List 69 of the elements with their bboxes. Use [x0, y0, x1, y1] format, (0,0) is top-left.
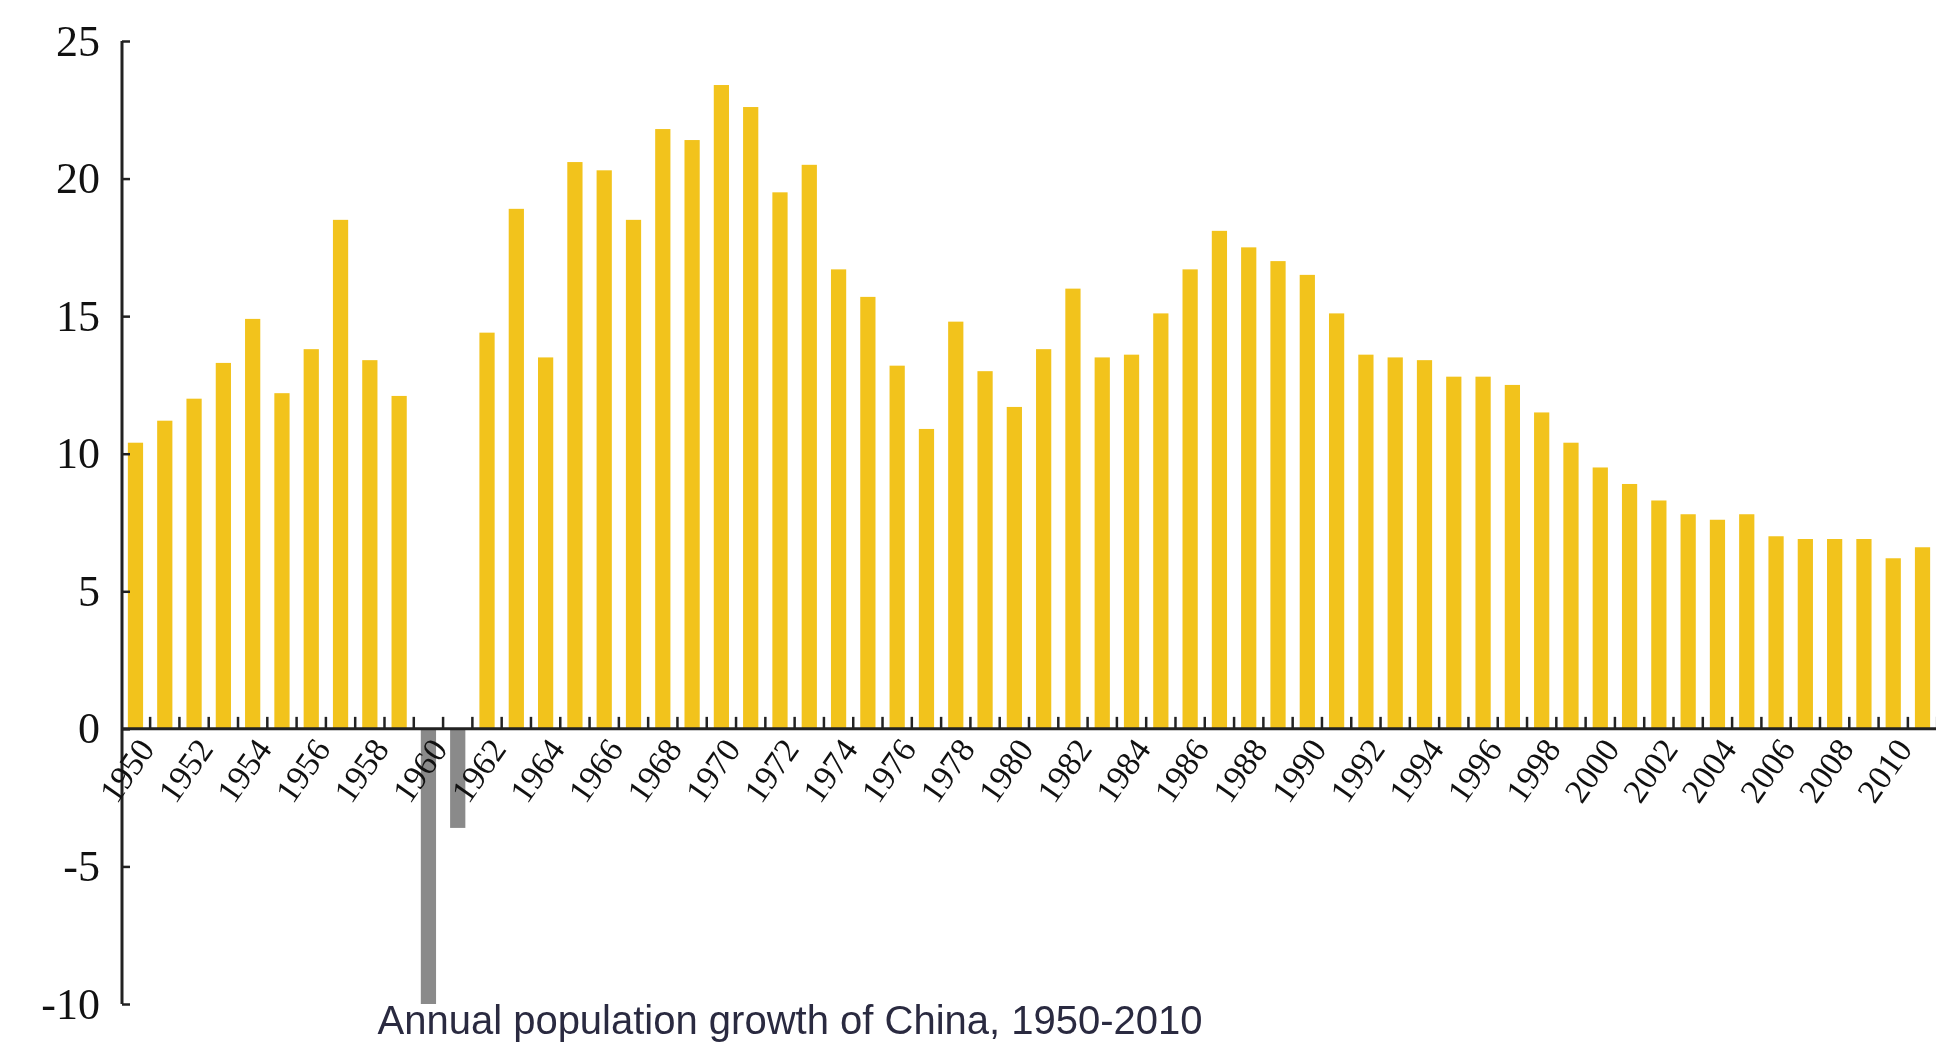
bar: [1709, 519, 1726, 729]
bar: [1006, 406, 1022, 729]
bar: [1299, 274, 1315, 729]
bar: [1885, 558, 1901, 729]
bar: [1856, 539, 1872, 729]
bar: [684, 140, 700, 729]
bar: [1241, 247, 1257, 729]
bar: [186, 398, 202, 729]
bar: [801, 164, 817, 729]
y-tick-label: 15: [56, 291, 100, 341]
bar: [303, 349, 319, 729]
y-tick-label: 5: [78, 566, 100, 616]
y-tick-label: -5: [63, 842, 100, 892]
bar: [830, 269, 847, 729]
bar: [1446, 376, 1462, 729]
bar: [1416, 360, 1433, 729]
bar: [332, 219, 349, 729]
bar: [1504, 384, 1520, 729]
bar: [1914, 547, 1931, 729]
y-tick-label: -10: [41, 979, 100, 1029]
bar: [860, 296, 876, 729]
bar: [1563, 442, 1579, 729]
bar: [1123, 354, 1140, 729]
bar: [1827, 539, 1843, 729]
bar: [596, 170, 612, 729]
bar: [215, 362, 231, 729]
bar: [391, 395, 407, 729]
y-tick-label: 10: [56, 429, 100, 479]
bar: [655, 129, 671, 729]
bar: [362, 360, 378, 729]
bar: [1211, 230, 1228, 729]
bar: [977, 371, 993, 729]
bar: [1621, 483, 1638, 729]
bar: [1651, 500, 1667, 729]
bar: [1534, 412, 1550, 729]
bar: [1270, 261, 1286, 729]
y-tick-label: 0: [78, 704, 100, 754]
bar: [274, 393, 290, 729]
bar: [1036, 349, 1052, 729]
bar: [538, 357, 554, 729]
bar: [157, 420, 173, 729]
bar: [948, 321, 964, 729]
bar: [713, 85, 730, 729]
bar: [625, 219, 642, 729]
bar: [245, 318, 261, 729]
bar: [479, 332, 495, 729]
bar: [1153, 313, 1169, 729]
bar: [1065, 288, 1081, 729]
bar: [889, 365, 905, 729]
bar: [1387, 357, 1403, 729]
bar: [1739, 514, 1755, 729]
bar: [1680, 514, 1696, 729]
bar: [772, 192, 788, 729]
bar: [918, 428, 935, 729]
bar: [1094, 357, 1110, 729]
bar: [743, 107, 759, 729]
bar: [1768, 536, 1784, 729]
bar: [1475, 376, 1491, 729]
bar: [127, 442, 144, 729]
bar: [1358, 354, 1374, 729]
y-tick-label: 25: [56, 16, 100, 66]
bar: [1797, 539, 1813, 729]
bar: [567, 162, 583, 729]
y-tick-label: 20: [56, 154, 100, 204]
bar: [1592, 467, 1608, 729]
bar: [508, 208, 524, 729]
bar: [1328, 313, 1345, 729]
bar: [1182, 269, 1198, 729]
text: Annual population growth of China, 1950-2010: [377, 998, 1203, 1042]
